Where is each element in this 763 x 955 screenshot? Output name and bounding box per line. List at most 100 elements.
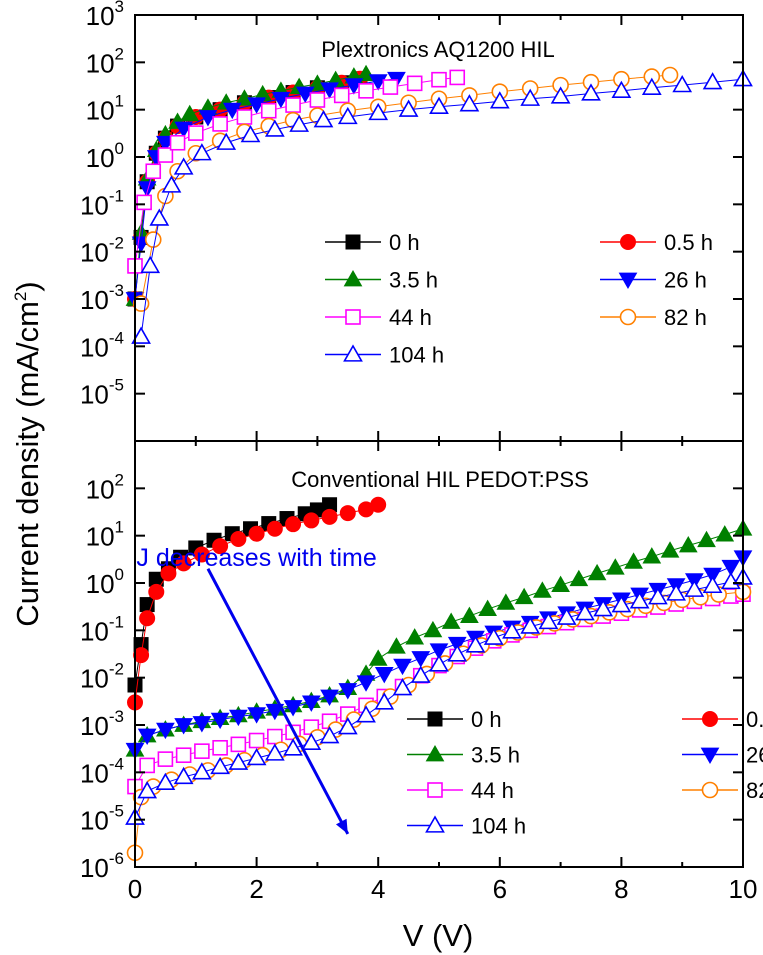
legend-marker: [425, 815, 445, 833]
data-point: [556, 607, 577, 625]
legend-label: 82 h: [664, 305, 707, 330]
y-axis-title: Current density (mA/cm2): [10, 281, 45, 626]
data-point: [661, 66, 679, 84]
legend-marker: [343, 269, 363, 287]
y-tick-label: 102: [86, 470, 124, 504]
data-point: [321, 508, 338, 525]
series-bottom-104h: [125, 567, 753, 825]
data-point: [319, 726, 340, 744]
y-tick-label: 10-2: [80, 660, 124, 694]
legend-entry: 104 h: [325, 343, 444, 368]
data-point: [155, 772, 176, 791]
data-point: [248, 732, 265, 749]
data-point: [175, 747, 192, 764]
annotation: J decreases with time: [136, 544, 377, 835]
data-point: [405, 628, 425, 645]
y-tick-label: 100: [86, 565, 124, 599]
data-point: [392, 678, 413, 696]
legend-marker: [343, 344, 363, 362]
data-point: [212, 739, 228, 756]
legend-label: 3.5 h: [471, 743, 520, 768]
legend-label: 104 h: [389, 343, 444, 368]
legend-label: 0.5 h: [746, 707, 763, 732]
data-point: [285, 97, 301, 113]
data-point: [337, 717, 358, 735]
legend-marker: [619, 308, 637, 326]
data-point: [569, 569, 589, 587]
data-point: [266, 520, 283, 537]
data-point: [222, 102, 242, 120]
legend-marker: [618, 272, 638, 290]
data-point: [611, 80, 632, 99]
data-point: [156, 135, 175, 153]
series-top-104h: [131, 69, 753, 344]
data-point: [339, 505, 356, 522]
data-point: [514, 587, 534, 605]
legend-marker: [427, 782, 443, 798]
data-point: [489, 91, 510, 109]
data-point: [538, 611, 559, 630]
data-point: [478, 599, 498, 617]
legend-entry: 3.5 h: [325, 268, 438, 293]
data-point: [192, 716, 212, 733]
data-point: [611, 595, 632, 613]
data-point: [368, 649, 388, 666]
data-point: [216, 132, 237, 150]
data-point: [358, 83, 374, 99]
legend-entry: 104 h: [407, 814, 526, 839]
data-point: [368, 74, 388, 91]
data-point: [356, 64, 376, 82]
data-point: [271, 91, 291, 109]
y-tick-label: 10-5: [80, 802, 124, 836]
data-point: [144, 231, 162, 248]
data-point: [148, 583, 165, 600]
data-point: [593, 599, 614, 617]
series-top-44h: [127, 69, 466, 274]
data-point: [173, 766, 194, 785]
data-point: [188, 125, 204, 141]
data-point: [429, 654, 449, 672]
data-point: [140, 255, 161, 274]
legend-entry: 82 h: [600, 305, 707, 330]
data-point: [137, 728, 157, 746]
data-point: [137, 781, 158, 799]
data-point: [496, 593, 516, 610]
data-point: [230, 736, 247, 753]
data-point: [459, 94, 480, 112]
legend-label: 0 h: [389, 230, 420, 255]
data-point: [465, 635, 486, 653]
data-point: [133, 647, 150, 664]
data-point: [285, 516, 302, 533]
data-point: [374, 667, 394, 684]
data-point: [283, 700, 303, 717]
data-point: [715, 525, 735, 542]
data-point: [449, 69, 466, 86]
data-point: [520, 616, 541, 634]
y-tick-label: 10-4: [80, 754, 124, 788]
data-point: [313, 110, 334, 128]
data-point: [387, 637, 406, 654]
data-point: [429, 643, 449, 660]
data-point: [368, 102, 389, 121]
data-point: [629, 591, 650, 609]
data-point: [192, 143, 212, 161]
legend-label: 104 h: [471, 814, 526, 839]
legend-entry: 44 h: [407, 778, 514, 803]
data-point: [265, 703, 285, 721]
legends: 0 h 0.5 h 3.5 h 26 h 44 h 82 h 104 h 0 h 0.5 h 3.…: [325, 230, 763, 839]
annotation-text: J decreases with time: [136, 544, 376, 572]
data-point: [139, 757, 155, 774]
annotation-arrow-head: [335, 818, 348, 834]
data-point: [320, 689, 339, 707]
legend-entry: 0.5 h: [682, 707, 763, 732]
series-line: [140, 74, 671, 304]
data-point: [301, 695, 321, 712]
data-point: [169, 134, 186, 151]
panel-top-title: Plextronics AQ1200 HIL: [321, 37, 555, 62]
data-point: [192, 762, 212, 780]
data-point: [423, 620, 443, 638]
data-point: [431, 71, 447, 88]
data-point: [174, 121, 194, 139]
data-point: [374, 692, 395, 710]
data-point: [309, 92, 326, 108]
